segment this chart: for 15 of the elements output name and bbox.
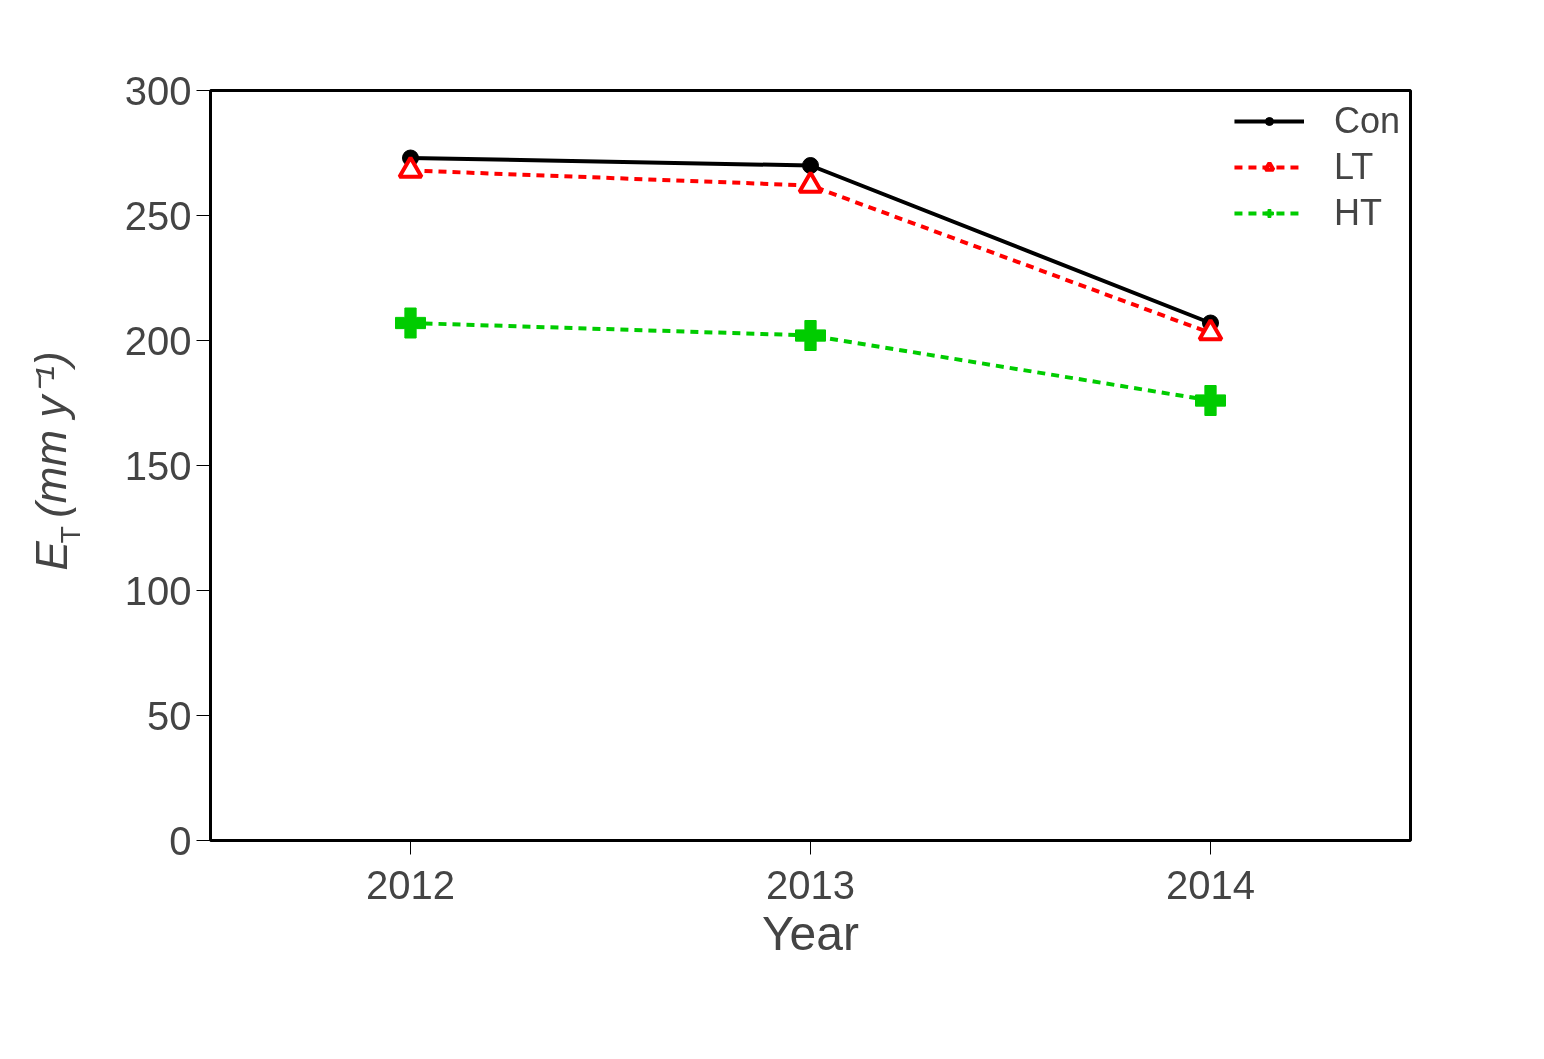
x-tick-label: 2013	[766, 862, 855, 907]
x-tick-label: 2014	[1166, 862, 1255, 907]
y-tick-label: 100	[124, 568, 192, 613]
x-tick-label: 2012	[366, 862, 455, 907]
y-tick-label: 150	[124, 443, 192, 488]
legend-label: Con	[1333, 100, 1400, 142]
x-axis-title: Year	[762, 906, 860, 960]
y-tick-label: 300	[124, 68, 192, 113]
y-tick-label: 0	[169, 818, 192, 863]
legend-label: LT	[1333, 146, 1374, 188]
y-axis-title: ET (mm y⁻¹)	[26, 351, 86, 571]
legend-label: HT	[1333, 192, 1382, 234]
y-tick-label: 200	[124, 318, 192, 363]
y-tick-label: 250	[124, 193, 192, 238]
y-tick-label: 50	[147, 693, 192, 738]
